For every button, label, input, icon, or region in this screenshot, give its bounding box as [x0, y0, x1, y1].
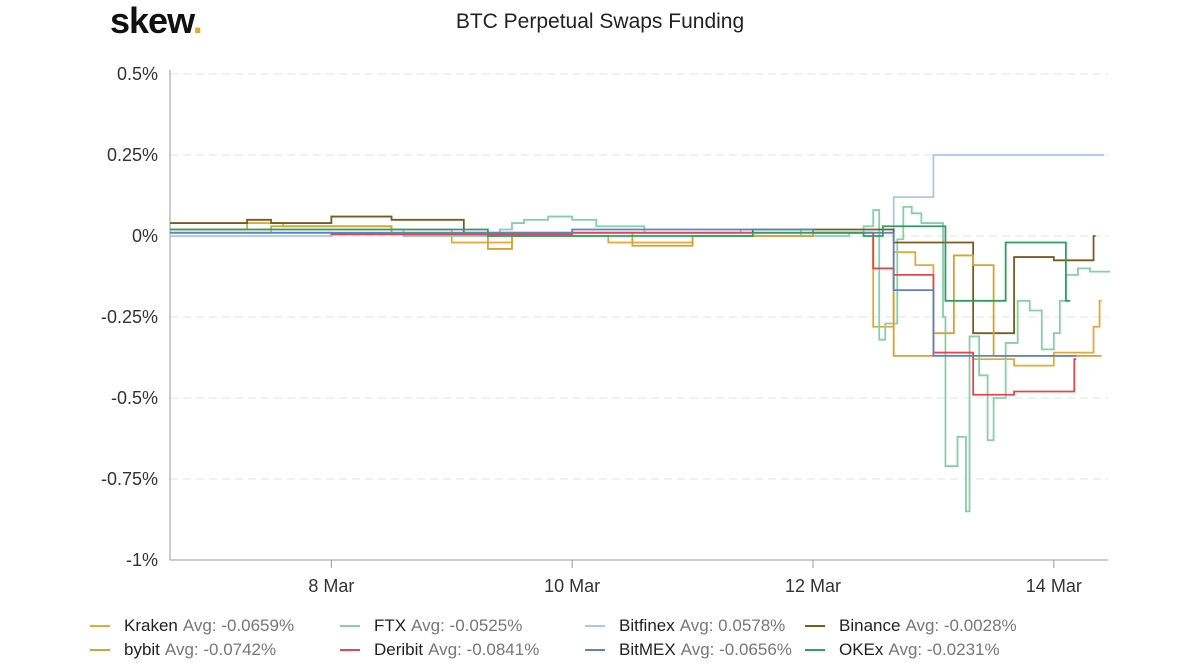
y-tick-label: -0.75% — [101, 469, 158, 489]
x-tick-label: 10 Mar — [544, 576, 600, 596]
legend-avg: Avg: -0.0659% — [182, 616, 295, 635]
x-tick-label: 14 Mar — [1026, 576, 1082, 596]
legend-swatch — [340, 649, 360, 651]
legend-item-binance[interactable]: Binance Avg: -0.0028% — [805, 616, 1017, 636]
legend-item-deribit[interactable]: Deribit Avg: -0.0841% — [340, 640, 539, 660]
legend-name: FTX — [374, 616, 407, 635]
legend-item-bitfinex[interactable]: Bitfinex Avg: 0.0578% — [585, 616, 785, 636]
y-tick-label: 0.5% — [117, 64, 158, 84]
skew-logo: skew. — [110, 0, 203, 42]
legend-avg: Avg: -0.0028% — [905, 616, 1017, 635]
logo-text: skew — [110, 0, 194, 41]
legend-avg: Avg: -0.0742% — [164, 640, 277, 659]
legend-name: bybit — [124, 640, 160, 659]
y-tick-label: 0% — [132, 226, 158, 246]
legend-swatch — [585, 625, 605, 627]
legend-item-bybit[interactable]: bybit Avg: -0.0742% — [90, 640, 276, 660]
legend-avg: Avg: -0.0656% — [680, 640, 792, 659]
logo-dot: . — [192, 0, 203, 41]
y-tick-label: -1% — [126, 550, 158, 570]
legend-item-ftx[interactable]: FTX Avg: -0.0525% — [340, 616, 522, 636]
y-tick-label: 0.25% — [107, 145, 158, 165]
legend-name: Binance — [839, 616, 901, 635]
series-line-ftx — [170, 205, 1110, 513]
legend-avg: Avg: -0.0841% — [428, 640, 540, 659]
legend-name: Deribit — [374, 640, 424, 659]
series-line-bybit — [170, 225, 1102, 357]
series-line-kraken — [170, 222, 1102, 367]
y-tick-label: -0.5% — [111, 388, 158, 408]
x-tick-label: 12 Mar — [785, 576, 841, 596]
legend-item-bitmex[interactable]: BitMEX Avg: -0.0656% — [585, 640, 792, 660]
y-tick-label: -0.25% — [101, 307, 158, 327]
x-tick-label: 8 Mar — [308, 576, 354, 596]
legend-swatch — [805, 649, 825, 651]
legend-avg: Avg: -0.0231% — [888, 640, 1000, 659]
legend-swatch — [90, 625, 110, 627]
series-line-deribit — [170, 231, 1077, 396]
legend-swatch — [805, 625, 825, 627]
legend-name: Kraken — [124, 616, 178, 635]
legend-item-kraken[interactable]: Kraken Avg: -0.0659% — [90, 616, 294, 636]
legend-name: BitMEX — [619, 640, 676, 659]
legend-name: Bitfinex — [619, 616, 675, 635]
series-line-bitmex — [170, 228, 1077, 357]
legend-swatch — [340, 625, 360, 627]
legend-swatch — [585, 649, 605, 651]
legend-avg: Avg: 0.0578% — [679, 616, 786, 635]
legend-avg: Avg: -0.0525% — [411, 616, 523, 635]
legend-name: OKEx — [839, 640, 884, 659]
series-line-okex — [170, 225, 1071, 302]
legend-item-okex[interactable]: OKEx Avg: -0.0231% — [805, 640, 1000, 660]
chart-title: BTC Perpetual Swaps Funding — [455, 10, 745, 33]
legend-swatch — [90, 649, 110, 651]
